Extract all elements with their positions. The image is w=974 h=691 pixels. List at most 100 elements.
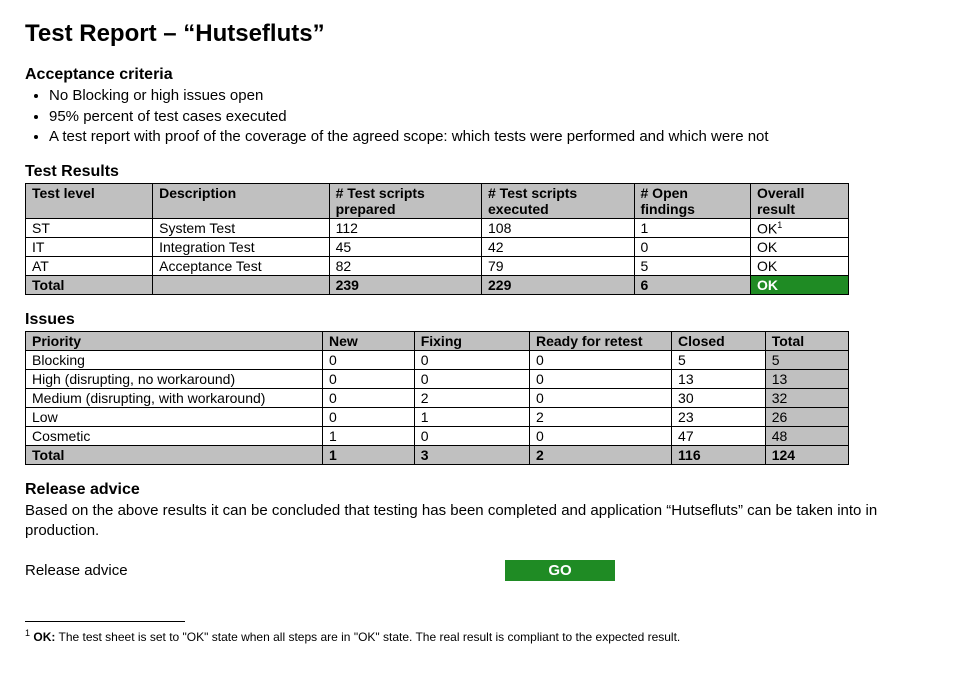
- issues-row: High (disrupting, no workaround) 0 0 0 1…: [26, 370, 849, 389]
- footnote-marker: 1: [25, 628, 30, 638]
- results-col-executed: # Test scripts executed: [482, 183, 635, 218]
- cell-prepared: 45: [329, 238, 481, 257]
- cell-closed: 116: [672, 446, 766, 465]
- cell-open: 6: [634, 276, 750, 295]
- cell-closed: 30: [672, 389, 766, 408]
- cell-priority: High (disrupting, no workaround): [26, 370, 323, 389]
- cell-total: 32: [765, 389, 848, 408]
- footnote-separator: [25, 621, 185, 622]
- cell-fixing: 0: [414, 370, 529, 389]
- results-row: IT Integration Test 45 42 0 OK: [26, 238, 849, 257]
- cell-retest: 0: [530, 427, 672, 446]
- cell-retest: 0: [530, 389, 672, 408]
- cell-overall: OK: [750, 238, 848, 257]
- issues-row: Low 0 1 2 23 26: [26, 408, 849, 427]
- cell-total: 26: [765, 408, 848, 427]
- cell-new: 0: [323, 408, 415, 427]
- issues-col-closed: Closed: [672, 332, 766, 351]
- cell-retest: 0: [530, 351, 672, 370]
- results-col-overall: Overall result: [750, 183, 848, 218]
- cell-closed: 23: [672, 408, 766, 427]
- results-col-open: # Open findings: [634, 183, 750, 218]
- cell-priority: Medium (disrupting, with workaround): [26, 389, 323, 408]
- footnote-label: OK:: [33, 630, 55, 644]
- cell-overall: OK: [750, 257, 848, 276]
- acceptance-list: No Blocking or high issues open 95% perc…: [25, 86, 949, 147]
- release-decision-row: Release advice GO: [25, 560, 949, 581]
- results-col-desc: Description: [153, 183, 329, 218]
- issues-row: Cosmetic 1 0 0 47 48: [26, 427, 849, 446]
- issues-total-row: Total 1 3 2 116 124: [26, 446, 849, 465]
- cell-fixing: 3: [414, 446, 529, 465]
- acceptance-item: No Blocking or high issues open: [49, 86, 949, 106]
- cell-prepared: 239: [329, 276, 481, 295]
- cell-retest: 0: [530, 370, 672, 389]
- cell-level: ST: [26, 218, 153, 238]
- page-title: Test Report – “Hutsefluts”: [25, 20, 949, 48]
- cell-prepared: 82: [329, 257, 481, 276]
- cell-retest: 2: [530, 408, 672, 427]
- cell-executed: 108: [482, 218, 635, 238]
- cell-new: 1: [323, 427, 415, 446]
- cell-retest: 2: [530, 446, 672, 465]
- issues-row: Blocking 0 0 0 5 5: [26, 351, 849, 370]
- acceptance-heading: Acceptance criteria: [25, 66, 949, 84]
- cell-open: 0: [634, 238, 750, 257]
- acceptance-item: 95% percent of test cases executed: [49, 107, 949, 127]
- release-decision-badge: GO: [505, 560, 615, 581]
- issues-col-priority: Priority: [26, 332, 323, 351]
- results-row: ST System Test 112 108 1 OK1: [26, 218, 849, 238]
- cell-closed: 47: [672, 427, 766, 446]
- issues-col-retest: Ready for retest: [530, 332, 672, 351]
- release-label: Release advice: [25, 562, 505, 579]
- issues-heading: Issues: [25, 311, 949, 329]
- cell-fixing: 0: [414, 427, 529, 446]
- cell-total: 48: [765, 427, 848, 446]
- cell-desc: [153, 276, 329, 295]
- cell-new: 0: [323, 351, 415, 370]
- results-heading: Test Results: [25, 163, 949, 181]
- results-col-prepared: # Test scripts prepared: [329, 183, 481, 218]
- cell-prepared: 112: [329, 218, 481, 238]
- cell-total: 5: [765, 351, 848, 370]
- cell-new: 0: [323, 370, 415, 389]
- cell-fixing: 0: [414, 351, 529, 370]
- issues-table: Priority New Fixing Ready for retest Clo…: [25, 331, 849, 465]
- cell-overall: OK1: [750, 218, 848, 238]
- cell-overall-badge: OK: [750, 276, 848, 295]
- cell-closed: 5: [672, 351, 766, 370]
- cell-level: Total: [26, 276, 153, 295]
- cell-fixing: 2: [414, 389, 529, 408]
- results-row: AT Acceptance Test 82 79 5 OK: [26, 257, 849, 276]
- cell-open: 5: [634, 257, 750, 276]
- cell-priority: Cosmetic: [26, 427, 323, 446]
- cell-fixing: 1: [414, 408, 529, 427]
- footnote: 1 OK: The test sheet is set to "OK" stat…: [25, 628, 949, 644]
- cell-priority: Total: [26, 446, 323, 465]
- cell-executed: 229: [482, 276, 635, 295]
- release-heading: Release advice: [25, 481, 949, 499]
- acceptance-item: A test report with proof of the coverage…: [49, 127, 949, 147]
- cell-priority: Low: [26, 408, 323, 427]
- cell-new: 0: [323, 389, 415, 408]
- results-col-level: Test level: [26, 183, 153, 218]
- release-text: Based on the above results it can be con…: [25, 501, 949, 542]
- cell-executed: 79: [482, 257, 635, 276]
- footnote-text: The test sheet is set to "OK" state when…: [58, 630, 680, 644]
- cell-closed: 13: [672, 370, 766, 389]
- issues-col-fixing: Fixing: [414, 332, 529, 351]
- results-table: Test level Description # Test scripts pr…: [25, 183, 849, 296]
- cell-desc: System Test: [153, 218, 329, 238]
- issues-col-total: Total: [765, 332, 848, 351]
- cell-level: IT: [26, 238, 153, 257]
- cell-level: AT: [26, 257, 153, 276]
- cell-total: 13: [765, 370, 848, 389]
- cell-desc: Acceptance Test: [153, 257, 329, 276]
- cell-total: 124: [765, 446, 848, 465]
- cell-desc: Integration Test: [153, 238, 329, 257]
- results-total-row: Total 239 229 6 OK: [26, 276, 849, 295]
- cell-open: 1: [634, 218, 750, 238]
- cell-new: 1: [323, 446, 415, 465]
- cell-executed: 42: [482, 238, 635, 257]
- footnote-marker-icon: 1: [777, 220, 782, 230]
